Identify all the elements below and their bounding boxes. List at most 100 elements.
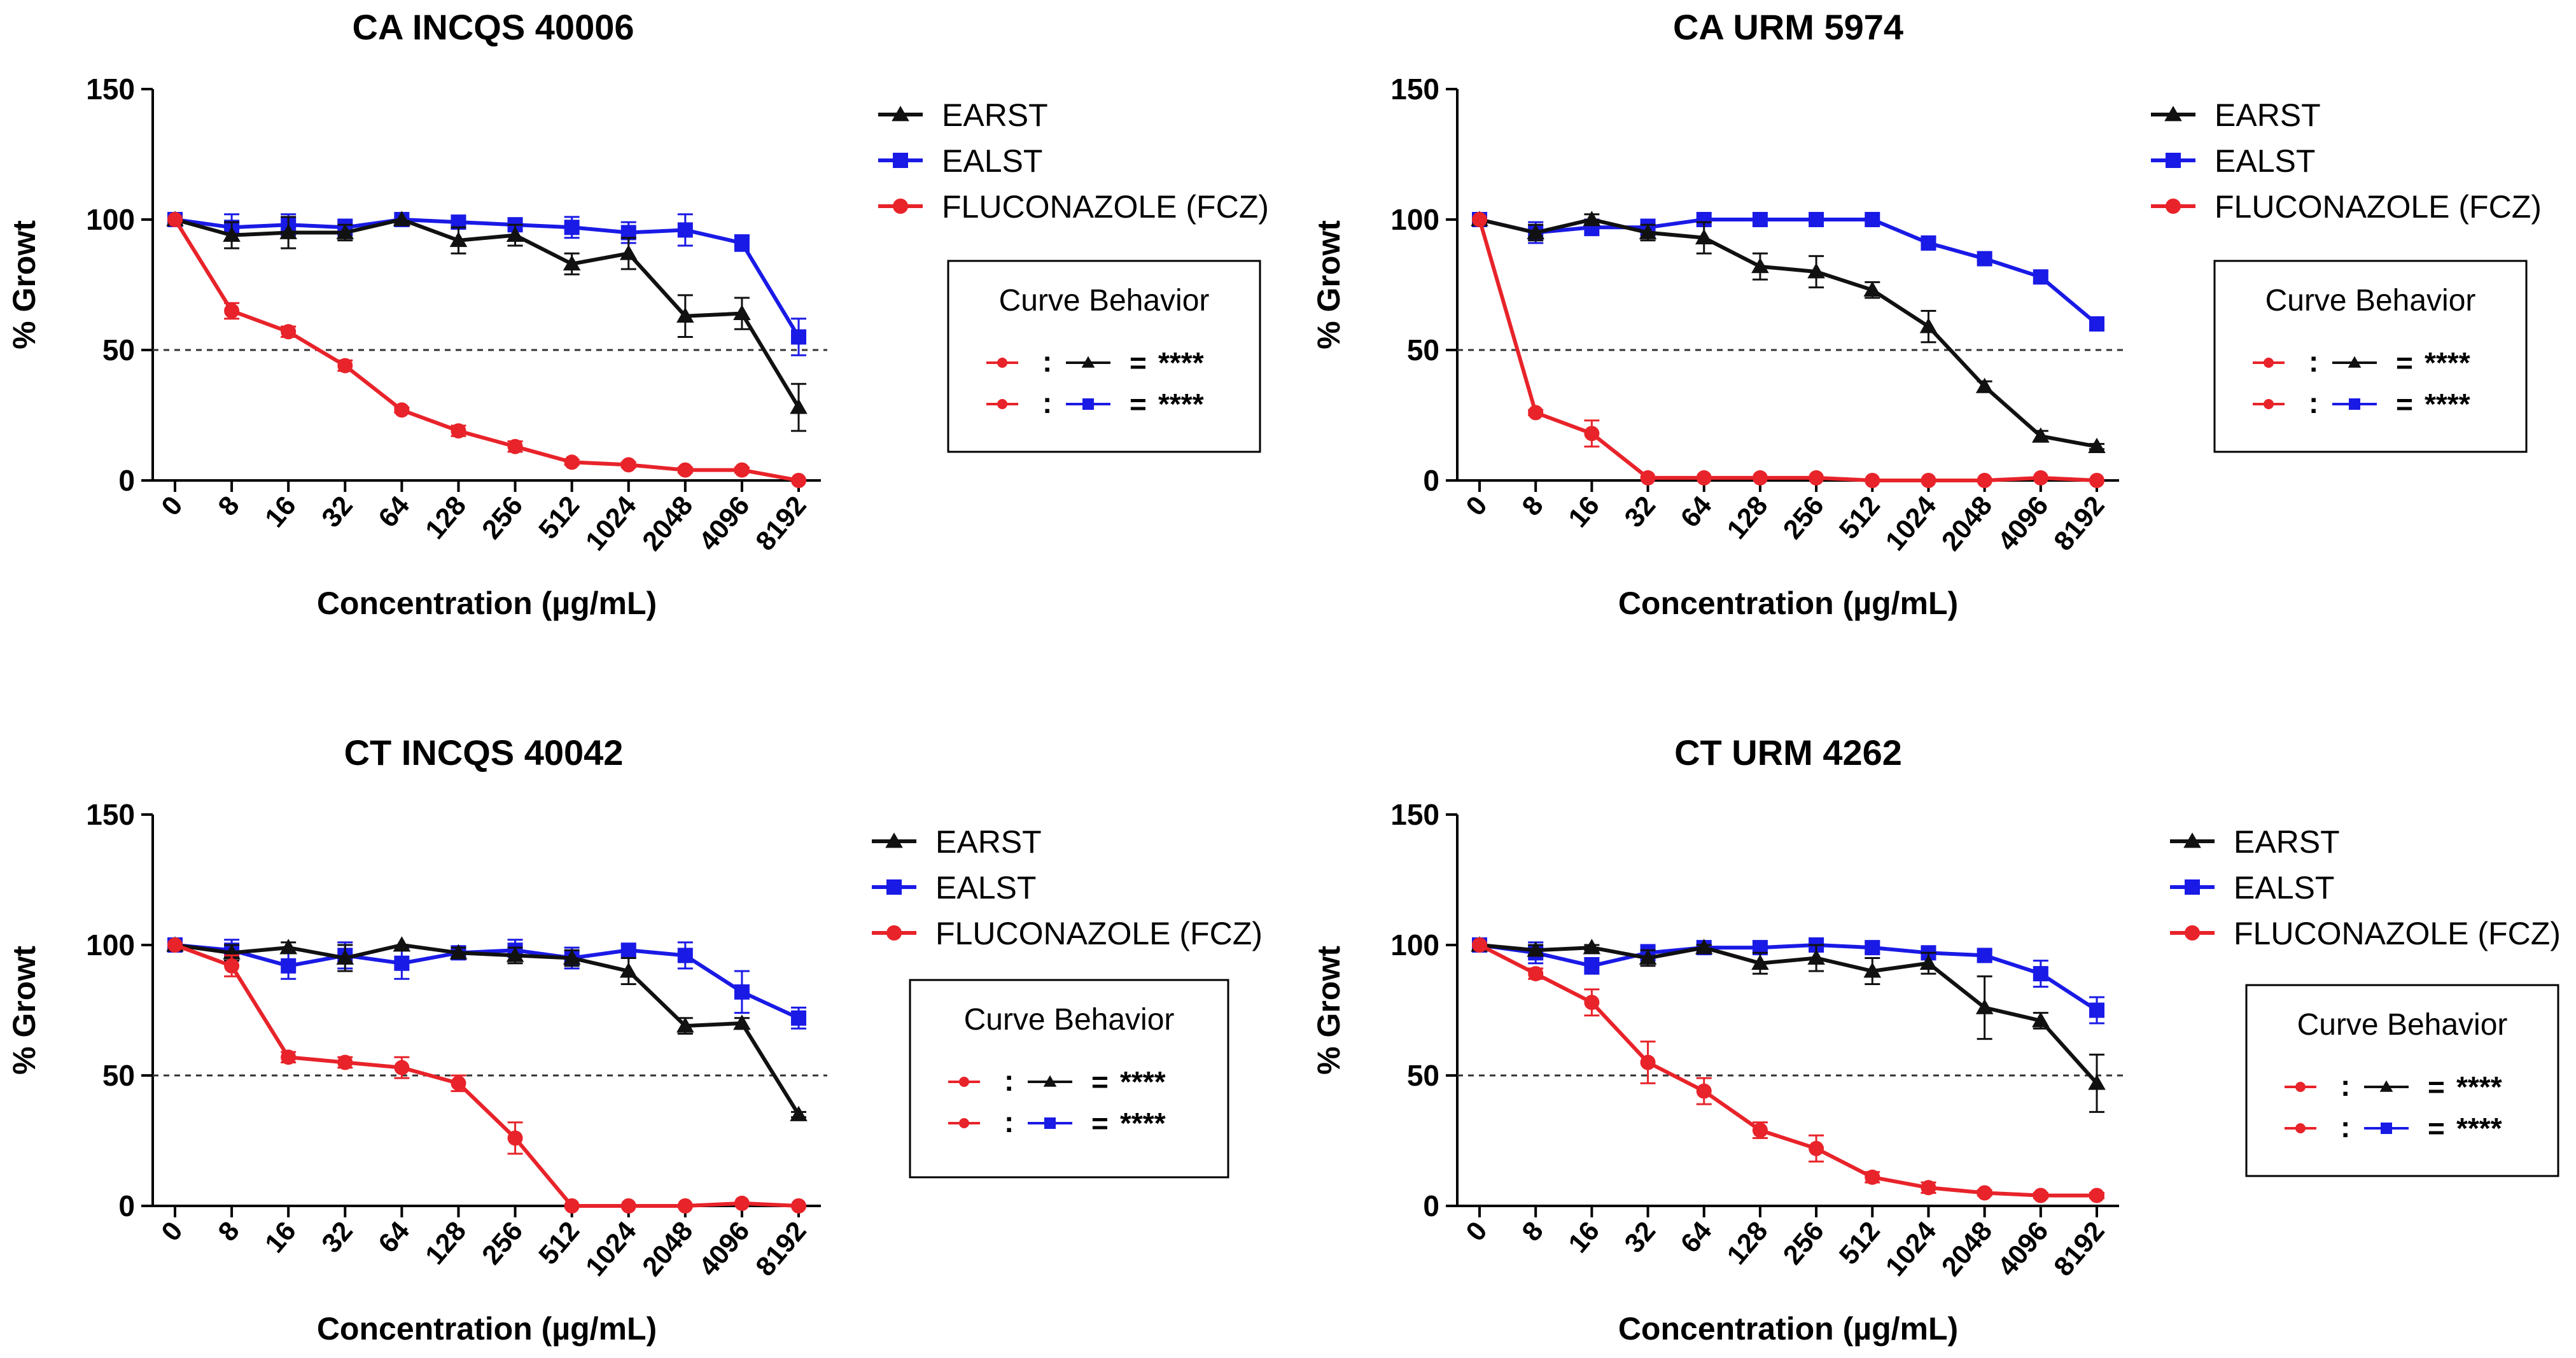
data-point [1809,470,1824,486]
series-line [174,217,801,409]
legend-label: EALST [2215,143,2315,179]
series-line [1479,217,2097,449]
x-tick-label: 32 [1619,1216,1662,1259]
data-point [619,244,638,260]
x-tick-label: 512 [533,1216,585,1271]
data-point [281,958,297,974]
series-blue [167,212,806,356]
data-point [1975,377,1994,393]
data-point [449,944,468,960]
series-line [1479,942,2098,1012]
data-point [1639,949,1657,965]
legend-marker [893,199,908,214]
series-red [167,937,806,1214]
cb-separator: : [2341,1069,2350,1102]
legend-label: EARST [2234,824,2340,860]
data-point [1919,954,1938,970]
data-point [1865,473,1880,488]
x-tick-label: 512 [1833,1216,1886,1271]
data-point [791,329,806,345]
data-point [1977,251,1992,267]
cb-equals: = [1130,346,1147,379]
data-point [1751,258,1769,274]
x-tick-label: 128 [419,1216,472,1271]
legend-marker [2183,832,2201,848]
legend-marker [885,832,903,848]
x-tick-label: 1024 [1880,491,1942,557]
data-point [393,936,411,952]
cb-marker-red [959,1077,969,1087]
data-point [1752,1123,1768,1138]
data-point [1527,941,1544,957]
data-point [1528,405,1544,421]
curve-behavior-box [2245,984,2559,1177]
y-tick-label: 150 [1390,73,1439,106]
x-tick-label: 16 [1563,491,1606,534]
y-tick-label: 50 [1407,333,1439,367]
cb-equals: = [2396,388,2413,421]
cb-equals: = [2428,1070,2445,1103]
data-point [790,398,808,414]
cb-marker-compare [1043,1075,1057,1087]
data-point [1583,211,1601,227]
y-tick-label: 50 [102,333,135,367]
x-tick-label: 0 [156,1216,189,1247]
data-point [1584,426,1600,442]
data-point [620,1198,636,1214]
series-line [1478,219,2097,482]
data-point [677,462,693,478]
data-point [1584,995,1600,1011]
data-point [1807,263,1825,279]
data-point [451,423,466,439]
curve-behavior-box [2213,260,2528,453]
cb-marker-compare [1044,1117,1056,1129]
data-point [279,223,297,239]
data-point [734,984,750,1000]
data-point [620,942,636,958]
legend-label: EALST [935,870,1036,906]
x-tick-label: 32 [316,491,359,534]
y-axis-label: % Growt [6,946,42,1075]
x-tick-label: 4096 [693,491,755,557]
data-point [2088,1074,2106,1090]
data-point [2089,316,2104,332]
y-tick-label: 0 [118,464,135,497]
cb-marker-red [2264,358,2274,368]
cb-equals: = [1091,1107,1109,1140]
legend-marker [2164,106,2182,122]
data-point [1584,958,1600,974]
data-point [279,939,297,955]
data-point [1472,937,1487,953]
data-point [1863,281,1882,297]
x-tick-label: 128 [1721,491,1774,545]
data-point [394,955,410,971]
data-point [676,307,694,323]
x-tick-label: 8192 [2048,491,2110,557]
x-axis-label: Concentration (µg/mL) [317,585,657,621]
legend-marker [892,106,909,122]
legend-marker [2166,199,2181,214]
data-point [564,454,580,470]
data-point [564,1198,580,1214]
x-tick-label: 512 [533,491,585,545]
data-point [1865,940,1880,956]
data-point [733,1014,751,1030]
curve-behavior-box [947,260,1261,453]
y-tick-label: 50 [102,1059,135,1092]
legend-marker [2166,153,2181,168]
data-point [393,211,411,227]
x-axis-label: Concentration (µg/mL) [317,1311,657,1347]
cb-result: **** [1158,388,1204,421]
data-point [1921,1180,1936,1196]
cb-marker-red [2264,399,2274,409]
data-point [336,949,354,965]
data-point [564,220,580,235]
y-tick-label: 50 [1407,1059,1439,1092]
legend-label: FLUCONAZOLE (FCZ) [2234,916,2561,951]
x-tick-label: 8192 [750,491,812,557]
y-tick-label: 100 [86,928,135,962]
data-point [2089,473,2104,488]
cb-marker-compare [2349,398,2360,410]
